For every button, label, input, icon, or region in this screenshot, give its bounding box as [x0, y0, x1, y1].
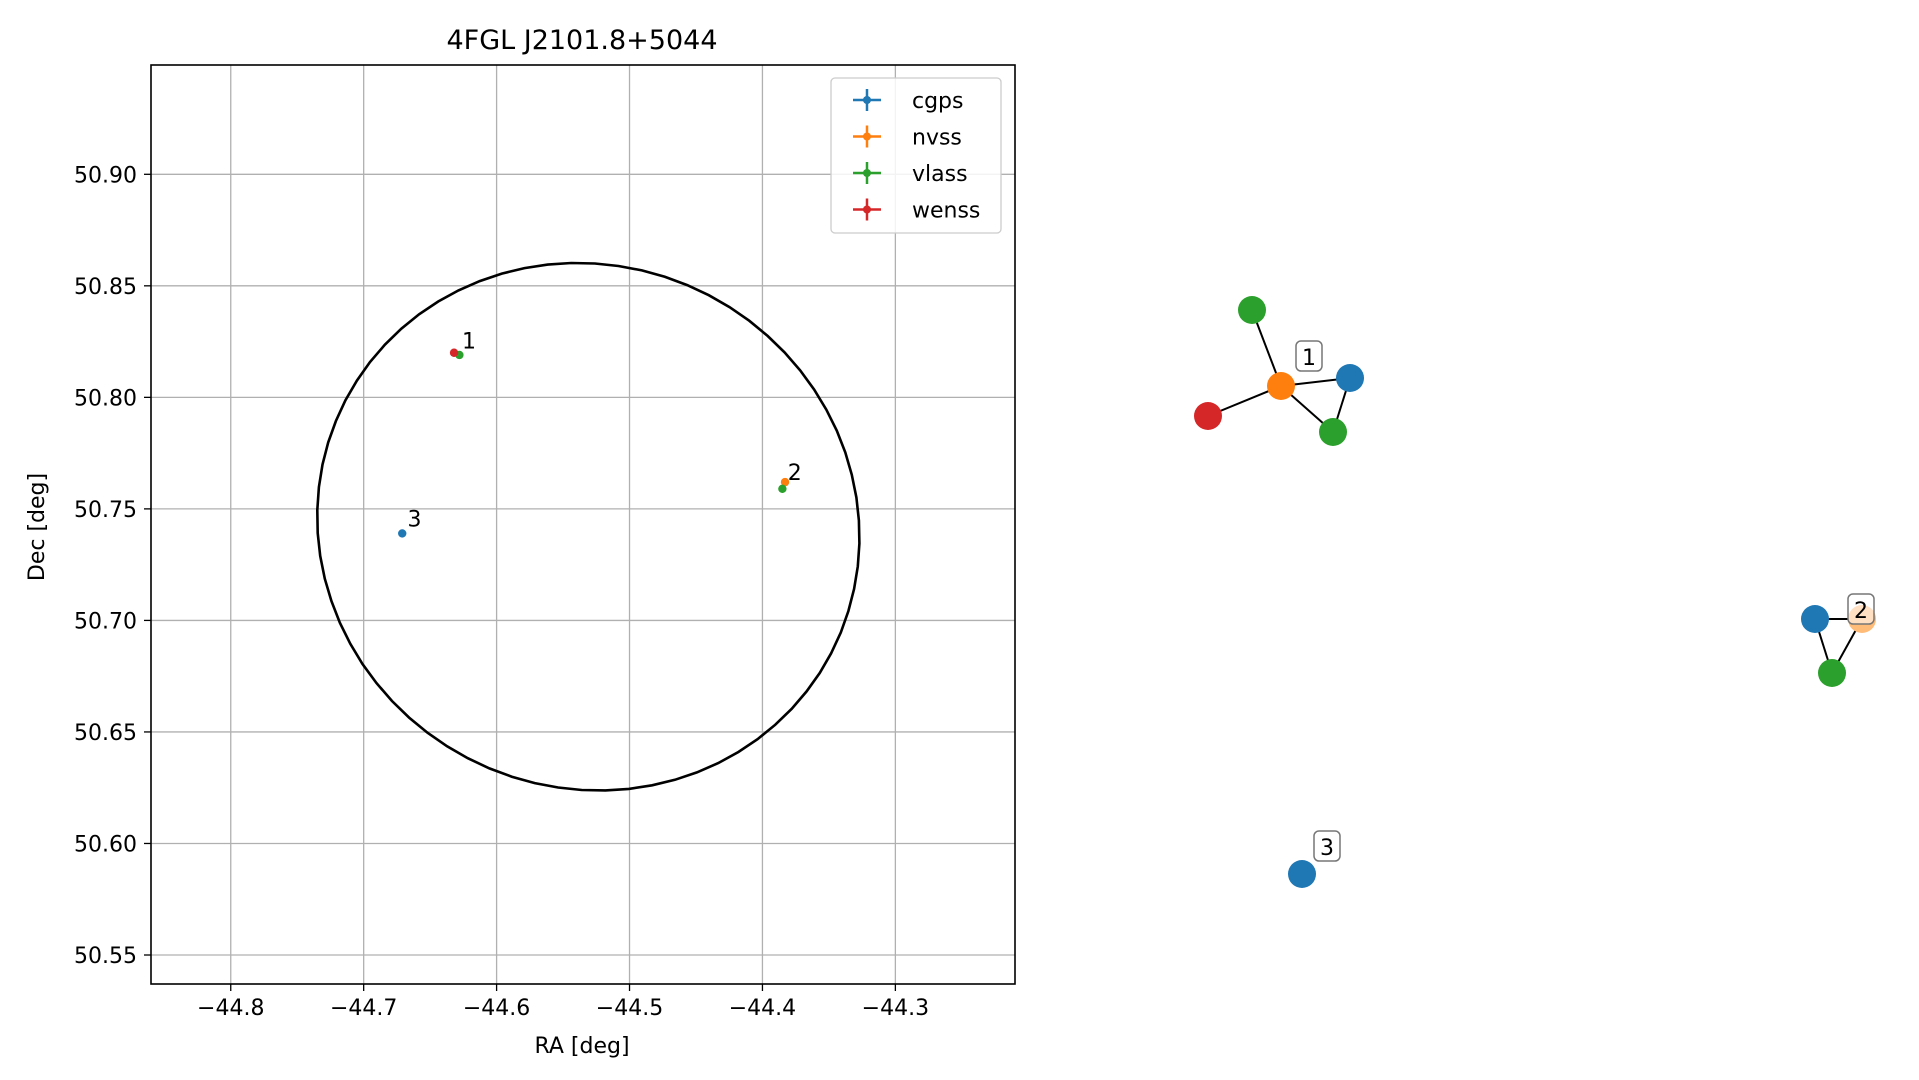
- network-graph: 1 2 3: [1194, 296, 1876, 888]
- x-axis-label: RA [deg]: [534, 1034, 629, 1059]
- y-tick-label: 50.60: [74, 832, 137, 857]
- x-tick-label: −44.7: [330, 996, 397, 1021]
- network-label: 2: [1854, 599, 1868, 624]
- point-annotation: 2: [788, 461, 802, 486]
- data-point-nvss: [780, 477, 790, 487]
- y-axis-ticks: 50.55 50.60 50.65 50.70 50.75 50.80 50.85 50.90: [74, 163, 151, 969]
- y-tick-label: 50.85: [74, 275, 137, 300]
- y-tick-label: 50.70: [74, 609, 137, 634]
- point-annotation: 3: [408, 508, 422, 533]
- network-label: 1: [1302, 346, 1316, 371]
- scatter-plot: 1 2 3 −44.8 −44.7 −44.6 −44.5 −44.4 −44.3 50.55…: [25, 25, 1016, 1059]
- legend-label: wenss: [912, 199, 980, 224]
- network-node: [1319, 418, 1347, 446]
- y-tick-label: 50.80: [74, 386, 137, 411]
- network-label-box: [1295, 340, 1323, 372]
- network-label-box: [1313, 830, 1341, 862]
- y-tick-label: 50.65: [74, 721, 137, 746]
- error-ellipse: [315, 261, 861, 792]
- network-node: [1238, 296, 1266, 324]
- legend: cgps nvss vlass wenss: [830, 77, 1002, 234]
- data-points-layer: [398, 348, 790, 538]
- legend-label: vlass: [912, 162, 968, 187]
- data-point-vlass: [778, 484, 787, 494]
- network-label-box: [1847, 593, 1875, 625]
- error-ellipse-layer: [315, 261, 861, 792]
- network-label: 3: [1320, 836, 1334, 861]
- legend-marker-dot: [863, 132, 871, 141]
- network-node: [1801, 605, 1829, 633]
- legend-marker-dot: [863, 169, 871, 177]
- network-node: [1818, 659, 1846, 687]
- network-node: [1288, 860, 1316, 888]
- legend-marker-dot: [863, 96, 871, 104]
- y-tick-label: 50.55: [74, 944, 137, 969]
- y-tick-label: 50.90: [74, 163, 137, 188]
- network-node: [1267, 372, 1295, 400]
- legend-label: nvss: [912, 126, 962, 151]
- x-tick-label: −44.6: [463, 996, 530, 1021]
- legend-label: cgps: [912, 89, 964, 114]
- x-tick-label: −44.4: [729, 996, 796, 1021]
- x-tick-label: −44.3: [862, 996, 929, 1021]
- y-tick-label: 50.75: [74, 498, 137, 523]
- y-axis-label: Dec [deg]: [25, 473, 50, 581]
- network-node: [1194, 402, 1222, 430]
- x-tick-label: −44.8: [197, 996, 264, 1021]
- axes-frame: [150, 64, 1016, 985]
- chart-title: 4FGL J2101.8+5044: [446, 25, 717, 56]
- data-point-cgps: [398, 529, 407, 538]
- x-axis-ticks: −44.8 −44.7 −44.6 −44.5 −44.4 −44.3: [197, 984, 929, 1021]
- network-node: [1336, 364, 1364, 392]
- annotations-layer: 1 2 3: [408, 329, 802, 532]
- legend-marker-dot: [863, 205, 871, 214]
- legend-box: [830, 77, 1002, 234]
- point-annotation: 1: [462, 329, 476, 354]
- data-point-wenss: [449, 348, 459, 357]
- x-tick-label: −44.5: [596, 996, 663, 1021]
- network-labels: 1 2 3: [1295, 340, 1875, 862]
